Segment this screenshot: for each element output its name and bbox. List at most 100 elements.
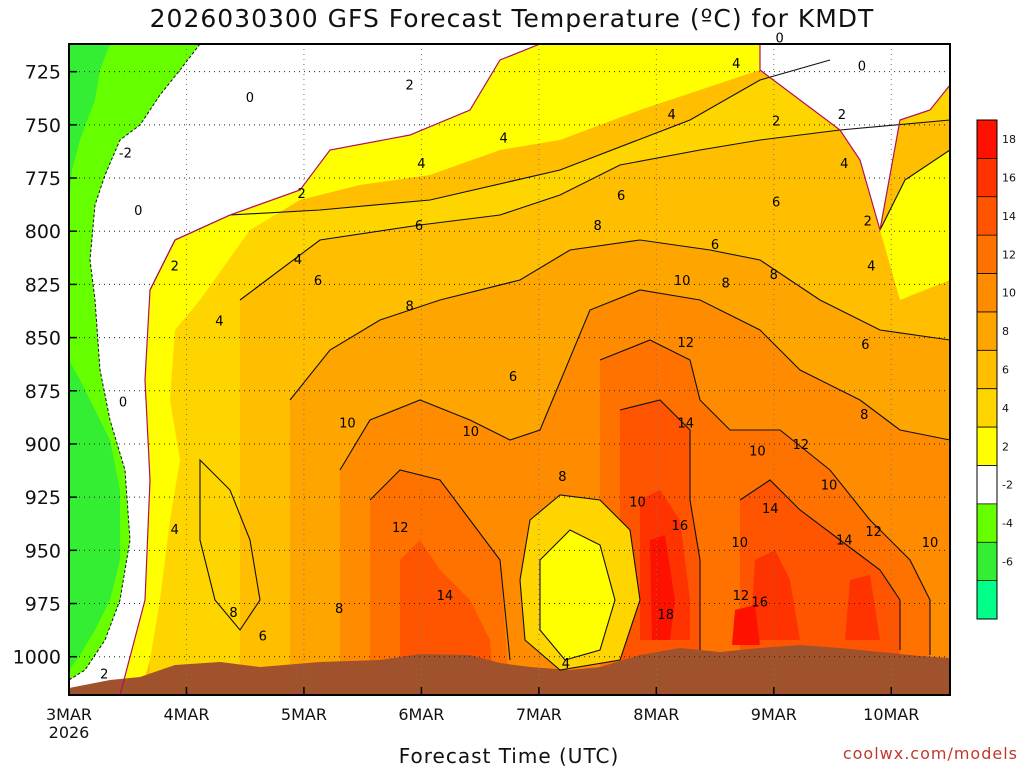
contour-label: 12 (733, 589, 750, 604)
contour-label: 6 (314, 274, 322, 289)
y-tick-label: 900 (25, 434, 61, 456)
colorbar-tick-label: 12 (1002, 248, 1016, 261)
contour-label: 14 (677, 417, 694, 432)
chart-title: 2026030300 GFS Forecast Temperature (ºC)… (149, 4, 875, 33)
contour-label: 8 (558, 470, 566, 485)
colorbar-tick-label: 4 (1002, 402, 1009, 415)
contour-label: 8 (593, 219, 601, 234)
contour-label: 6 (259, 629, 267, 644)
contour-label: 6 (415, 219, 423, 234)
colorbar-tick-label: 18 (1002, 133, 1016, 146)
contour-label: 6 (861, 338, 869, 353)
colorbar-tick-label: -6 (1002, 555, 1013, 568)
plot-frame (68, 43, 951, 696)
contour-line (289, 239, 950, 401)
contour-label: 16 (672, 519, 689, 534)
contour-label: 10 (674, 274, 691, 289)
contour-label: 0 (246, 91, 254, 106)
contour-label: 14 (836, 534, 853, 549)
contour-label: 4 (840, 157, 848, 172)
y-tick-label: 1000 (13, 647, 61, 669)
contour-label: 12 (793, 438, 810, 453)
contour-label: 10 (629, 495, 646, 510)
field-band-14-16-c (740, 480, 900, 695)
field-band-16-18-b (750, 550, 800, 640)
colorbar-swatch (977, 120, 997, 159)
contour-label: 14 (437, 589, 454, 604)
x-tick-label: 7MAR (516, 705, 562, 724)
contour-label: 10 (821, 478, 838, 493)
colorbar-tick-label: 8 (1002, 325, 1009, 338)
zero-contour-line (759, 44, 950, 231)
colorbar-swatch (977, 311, 997, 351)
contour-label: 6 (617, 189, 625, 204)
colorbar-swatch (977, 196, 997, 236)
contour-label: 4 (562, 657, 570, 672)
contour-label: 12 (865, 525, 882, 540)
contour-label: 8 (406, 300, 414, 315)
y-tick-label: 825 (25, 274, 61, 296)
contour-label: 18 (657, 608, 674, 623)
contour-label: 10 (462, 425, 479, 440)
x-tick-label: 10MAR (863, 705, 919, 724)
colorbar-tick-label: 2 (1002, 440, 1009, 453)
colorbar-swatch (977, 388, 997, 428)
contour-label: 2 (406, 78, 414, 93)
colorbar-tick-label: -4 (1002, 517, 1013, 530)
field-band-green-dark (69, 44, 110, 200)
contour-label: 6 (711, 238, 719, 253)
colorbar-swatch (977, 273, 997, 313)
field-cool-pocket-2-4 (540, 530, 615, 660)
x-tick-label: 8MAR (633, 705, 679, 724)
y-tick-label: 750 (25, 115, 61, 137)
field-band-white (69, 44, 540, 695)
contour-label: 10 (749, 444, 766, 459)
contour-label: 4 (732, 57, 740, 72)
grid-lines (69, 44, 950, 695)
contour-line (619, 399, 701, 650)
field-band-white-right (760, 44, 950, 230)
contour-label: 8 (770, 268, 778, 283)
contour-label: 8 (335, 602, 343, 617)
neg-contour-line (69, 44, 201, 681)
x-tick-label: 5MAR (281, 705, 327, 724)
contour-label: 16 (751, 595, 768, 610)
contour-label: 4 (215, 315, 223, 330)
contour-label: -2 (119, 147, 132, 162)
colorbar-swatch (977, 503, 997, 543)
contour-label: 2 (864, 215, 872, 230)
contour-label: 4 (499, 132, 507, 147)
contour-line (539, 529, 616, 661)
credit-link[interactable]: coolwx.com/models (842, 744, 1018, 763)
contour-label: 4 (294, 253, 302, 268)
contour-label: 0 (119, 395, 127, 410)
contour-label: 2 (171, 259, 179, 274)
zero-contours (119, 44, 950, 695)
contour-label: 14 (762, 502, 779, 517)
x-tick-label: 4MAR (163, 705, 209, 724)
colorbar: 18 16 14 12 10 8 6 4 2 -2 -4 -6 (976, 119, 1016, 620)
colorbar-frame (976, 119, 998, 620)
x-tick-label: 3MAR (46, 705, 92, 724)
colorbar-tick-label: 10 (1002, 287, 1016, 300)
field-band-18plus-b (732, 605, 760, 645)
contour-label: 8 (721, 276, 729, 291)
contour-label: 4 (417, 157, 425, 172)
contour-label: 8 (860, 408, 868, 423)
terrain (69, 645, 950, 695)
y-tick-label: 950 (25, 540, 61, 562)
field-band-2-4-right (880, 150, 950, 300)
colorbar-swatch (977, 350, 997, 390)
colorbar-swatch (977, 542, 997, 582)
colorbar-tick-label: 14 (1002, 210, 1016, 223)
contour-label: 10 (339, 417, 356, 432)
colorbar-swatch (977, 580, 997, 620)
colorbar-tick-label: -2 (1002, 479, 1013, 492)
contour-label: 12 (392, 521, 409, 536)
zero-contour-line (119, 44, 541, 695)
x-tick-label: 9MAR (751, 705, 797, 724)
